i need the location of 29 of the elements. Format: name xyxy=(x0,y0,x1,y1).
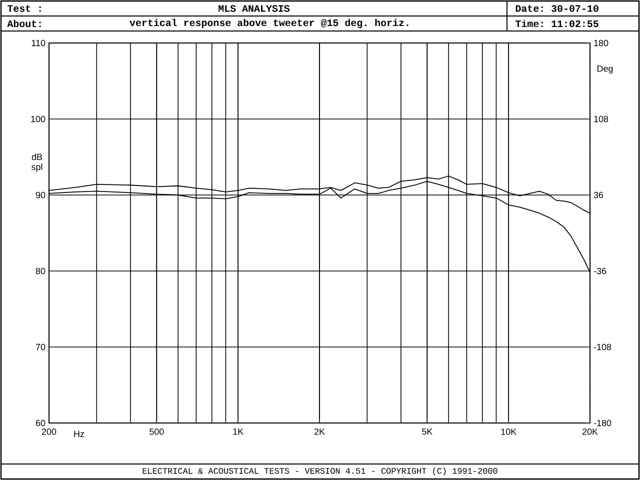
x-tick-label: 5K xyxy=(422,428,433,435)
y2-tick-label: -36 xyxy=(594,268,606,274)
text: vertical response above tweeter @15 deg. horiz. xyxy=(130,18,408,28)
text: Time: 11:02:55 xyxy=(516,20,598,28)
y-tick-label: 90 xyxy=(36,192,46,198)
x-axis-title: Hz xyxy=(74,430,84,437)
x-tick-label: 200 xyxy=(42,428,56,435)
x-tick-label: 20K xyxy=(582,428,598,435)
y2-tick-label: 108 xyxy=(594,116,608,122)
y-tick-label: 80 xyxy=(36,268,46,274)
y2-tick-label: -180 xyxy=(594,420,612,426)
text: ELECTRICAL & ACOUSTICAL TESTS - VERSION 4.51 - COPYRIGHT (C) 1991-2000 xyxy=(142,468,498,476)
y2-tick-label: 36 xyxy=(594,192,604,198)
text: Date: 30-07-10 xyxy=(516,5,598,12)
y-tick-label: 110 xyxy=(32,40,46,46)
chart-title: MLS ANALYSIS xyxy=(218,5,290,12)
x-tick-label: 500 xyxy=(150,428,164,435)
x-tick-label: 10K xyxy=(501,428,516,435)
y-tick-label: 100 xyxy=(31,116,46,122)
y-tick-label: 70 xyxy=(36,344,46,350)
text: About: xyxy=(7,20,41,28)
y-axis-title: dB spl xyxy=(32,154,42,172)
text: Test : xyxy=(7,5,41,12)
y2-tick-label: 180 xyxy=(594,40,608,46)
y2-tick-label: -108 xyxy=(594,344,612,350)
y2-axis-title: Deg xyxy=(598,66,613,74)
x-tick-label: 1K xyxy=(233,428,244,435)
x-tick-label: 2K xyxy=(314,428,325,435)
y-tick-label: 60 xyxy=(36,420,46,426)
